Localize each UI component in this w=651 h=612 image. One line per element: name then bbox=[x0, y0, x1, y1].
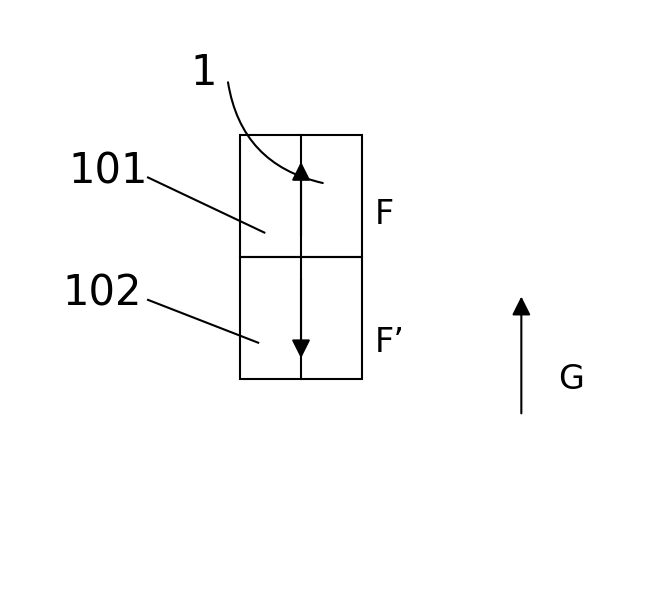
Text: 1: 1 bbox=[191, 53, 217, 94]
Text: 102: 102 bbox=[62, 273, 142, 315]
Text: G: G bbox=[558, 363, 584, 396]
Text: F’: F’ bbox=[374, 326, 404, 359]
Bar bbox=[240, 257, 362, 379]
Text: F: F bbox=[374, 198, 394, 231]
Bar bbox=[240, 135, 362, 257]
Text: 101: 101 bbox=[68, 151, 148, 192]
